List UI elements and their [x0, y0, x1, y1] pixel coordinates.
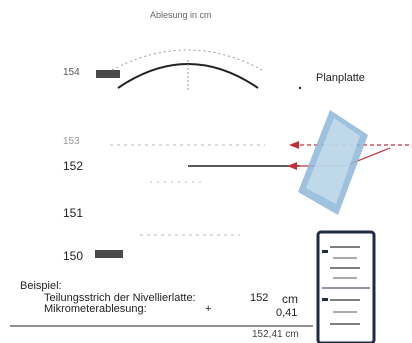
- scale-label-150: 150: [63, 249, 84, 263]
- leveling-staff: [316, 230, 376, 343]
- example-line1-value: 152: [250, 292, 269, 304]
- example-result: 152,41 cm: [252, 329, 299, 340]
- ray-arrow-top: [289, 141, 299, 149]
- scale-label-153: 153: [63, 136, 80, 147]
- micrometer-ticks: [111, 49, 263, 71]
- example-line1-label: Teilungsstrich der Nivellierlatte:: [44, 292, 196, 304]
- example-heading: Beispiel:: [20, 280, 62, 292]
- ray-arrow-bottom: [287, 162, 297, 170]
- scale-title: Ablesung in cm: [150, 10, 212, 20]
- scale-label-152: 152: [63, 159, 84, 173]
- example-line2-operator: +: [205, 303, 212, 315]
- example-line2-value: 0,41: [276, 307, 298, 319]
- scale-bar-154: [96, 70, 120, 78]
- plate-label: Planplatte: [316, 72, 365, 84]
- plane-parallel-plate: [298, 110, 368, 215]
- scale-label-154: 154: [63, 67, 80, 78]
- scale-bar-150: [95, 250, 123, 258]
- scale-label-151: 151: [63, 206, 84, 220]
- pointer-dot: [298, 86, 302, 90]
- example-line2-label: Mikrometerablesung:: [44, 303, 147, 315]
- example-line1-unit: cm: [282, 292, 298, 306]
